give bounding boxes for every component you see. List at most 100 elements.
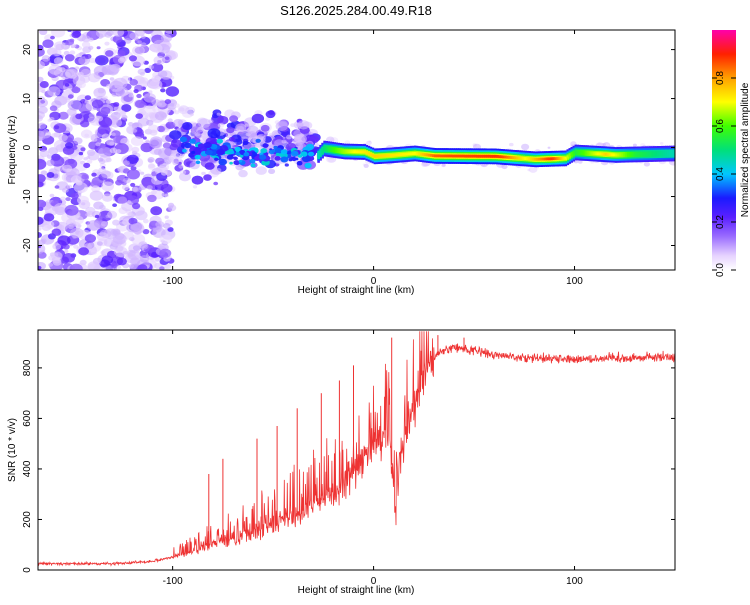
spectrogram-blob-397 [84, 95, 92, 101]
spectrogram-ridge-cell [333, 148, 336, 152]
spectrogram-ylabel: Frequency (Hz) [7, 116, 18, 185]
spectrogram-blob-1780 [295, 157, 299, 161]
colorbar-ticks: 0.0 0.2 0.4 0.6 0.8 [712, 71, 736, 277]
spectrogram-blob-846 [83, 162, 91, 169]
spectrogram-ridge-cell [554, 157, 557, 161]
spectrogram-blob-1870 [280, 156, 289, 163]
spectrogram-blob-306 [38, 158, 47, 170]
spectrogram-ridge-cell [576, 151, 580, 154]
spectrogram-blob-444 [87, 159, 93, 164]
spectrogram-blob-729 [87, 151, 100, 161]
spectrogram-blob-358 [65, 39, 74, 46]
spectrogram-blob-671 [91, 137, 98, 142]
spectrogram-blob-539 [38, 265, 42, 270]
spectrogram-blob-1834 [243, 152, 250, 157]
spectrogram-blob-1806 [239, 154, 244, 158]
spectrogram-blob-526 [99, 204, 106, 210]
spectrogram-blob-821 [164, 30, 175, 34]
spectrogram-ridge-cell [437, 154, 441, 158]
spectrogram-ridge-cell [588, 151, 592, 155]
spectrogram-ridge-cell [361, 150, 365, 154]
spectrogram-blob-1081 [173, 103, 180, 108]
spectrogram-ridge-cell [411, 152, 415, 155]
spectrogram-blob-458 [89, 190, 104, 201]
spectrogram-blob-611 [59, 67, 66, 73]
spectrogram-blob-429 [96, 46, 101, 50]
spectrogram-blob-683 [113, 102, 120, 107]
spectrogram-blob-1191 [265, 110, 276, 119]
spectrogram-blob-822 [115, 86, 129, 97]
spectrogram-ridge-cell [331, 148, 334, 152]
spectrogram-blob-792 [71, 215, 84, 225]
spectrogram-blob-835 [132, 45, 145, 56]
spectrogram-ridge-cell [538, 157, 541, 161]
spectrogram-ridge-cell [544, 157, 547, 161]
spectrogram-blob-269 [80, 147, 86, 152]
spectrogram-blob-864 [65, 68, 79, 79]
spectrogram-blob-704 [117, 166, 124, 172]
spectrogram-ridge-cell [508, 155, 511, 159]
spectrogram-blob-1249 [229, 115, 239, 123]
spectrogram-ridge-cell [427, 153, 431, 157]
spectrogram-border [37, 29, 676, 271]
spectrogram-ridge-cell [488, 154, 491, 158]
spectrogram-blob-660 [86, 220, 101, 231]
spectrogram-blob-760 [143, 218, 149, 224]
spectrogram-ridge-cell [379, 154, 383, 158]
spectrogram-blob-875 [38, 174, 46, 183]
spectrogram-blob-367 [91, 185, 101, 193]
spectrogram-blob-544 [121, 201, 135, 212]
spectrogram-blob-837 [54, 125, 60, 130]
spectrogram-ridge-cell [456, 154, 459, 158]
spectrogram-blob-1838 [304, 162, 312, 169]
spectrogram-blob-790 [81, 41, 91, 48]
spectrogram-ridge-cell [665, 151, 668, 157]
spectrogram-ridge-cell [363, 150, 367, 154]
spectrogram-blob-796 [137, 40, 142, 44]
spectrogram-ridge-cell [347, 150, 351, 153]
spectrogram-blob-508 [77, 71, 83, 76]
spectrogram-ridge-cell [648, 151, 652, 157]
spectrogram-ridge-cell [532, 157, 535, 161]
spectrogram-blob-794 [160, 88, 166, 93]
spectrogram-blob-787 [138, 186, 144, 191]
spectrogram-blob-721 [117, 50, 126, 57]
spectrogram-blob-1851 [195, 160, 201, 165]
spectrogram-blob-651 [38, 216, 44, 225]
spectrogram-ridge-cell [566, 155, 570, 159]
spectrogram-blob-1111 [169, 130, 182, 140]
snr-ticks: -100 0 100 0 200 400 600 800 [22, 330, 675, 587]
colorbar-label: Normalized spectral amplitude [740, 82, 750, 217]
spectrogram-ridge-cell [560, 157, 564, 160]
spectrogram-blob-453 [96, 241, 103, 246]
spectrogram-blob-604 [90, 249, 98, 255]
spectrogram-ridge-cell [395, 153, 399, 157]
spectrogram-blob-273 [128, 122, 134, 127]
snr-ylabel: SNR (10 * v/v) [7, 418, 18, 482]
spectrogram-blob-1866 [182, 148, 187, 153]
spectrogram-ridge-cell [612, 153, 616, 157]
spectrogram-blob-858 [51, 228, 62, 236]
spectrogram-ridge-cell [443, 154, 447, 158]
spectrogram-blob-1880 [179, 136, 188, 143]
spectrogram-ridge-cell [634, 152, 638, 156]
spectrogram-blob-668 [150, 206, 163, 216]
spectrogram-ridge-cell [369, 153, 373, 156]
spectrogram-blob-871 [54, 185, 60, 189]
spectrogram-blob-886 [52, 49, 62, 57]
spectrogram-blob-1875 [189, 145, 196, 150]
spectrogram-blob-1862 [274, 147, 283, 154]
spectrogram-blob-1 [48, 147, 59, 155]
snr-series-line [38, 331, 675, 567]
spectrogram-blob-1872 [290, 150, 299, 157]
spectrogram-ridge-cell [556, 157, 559, 160]
spectrogram-blob-342 [157, 125, 166, 133]
spectrogram-blob-1220 [226, 127, 235, 134]
spectrogram-blob-862 [57, 235, 71, 246]
spectrogram-blob-810 [50, 35, 55, 40]
spectrogram-blob-1857 [262, 143, 269, 148]
spectrogram-blob-1869 [235, 151, 241, 156]
spectrogram-blob-1784 [274, 156, 281, 161]
spectrogram-ridge-cell [640, 152, 644, 156]
spectrogram-ridge-cell [584, 151, 588, 155]
